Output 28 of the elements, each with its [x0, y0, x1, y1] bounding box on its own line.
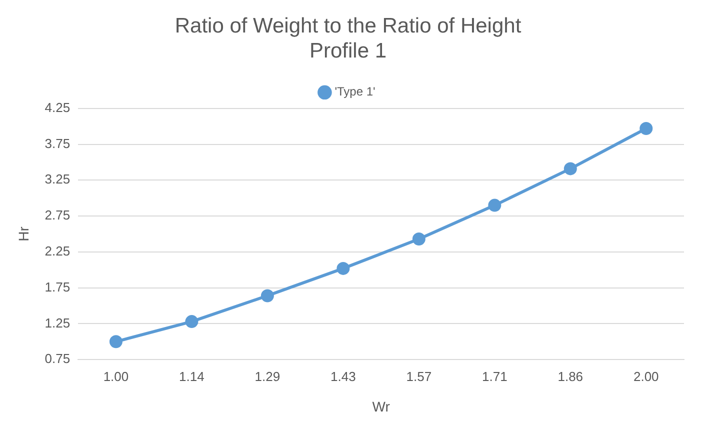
y-tick-label: 1.75 — [44, 279, 70, 294]
point — [488, 198, 502, 212]
point — [109, 335, 122, 348]
x-tick-label: 1.00 — [103, 368, 129, 384]
point — [412, 232, 426, 246]
x-tick-label: 2.00 — [633, 368, 659, 384]
y-tick-label: 0.75 — [44, 351, 70, 366]
x-tick-label: 1.86 — [558, 368, 584, 384]
point — [260, 289, 274, 302]
legend-label: 'Type 1' — [334, 84, 376, 99]
point — [640, 122, 653, 135]
y-tick-label: 1.25 — [44, 315, 70, 330]
y-tick-label: 3.75 — [44, 136, 70, 151]
x-tick-label: 1.57 — [406, 368, 432, 384]
x-tick-label: 1.43 — [330, 368, 356, 384]
x-axis-title: Wr — [372, 398, 390, 414]
point — [185, 315, 198, 328]
y-tick-label: 2.75 — [44, 208, 70, 223]
x-tick-label: 1.14 — [179, 368, 204, 384]
y-tick-label: 4.25 — [44, 100, 70, 115]
chart-title: Ratio of Weight to the Ratio of Height Profile 1 — [174, 14, 522, 63]
point — [564, 162, 577, 176]
x-tick-label: 1.71 — [482, 368, 508, 384]
point — [336, 262, 350, 275]
y-tick-label: 3.25 — [44, 172, 70, 187]
x-tick-label: 1.29 — [254, 368, 280, 384]
y-tick-label: 2.25 — [44, 244, 70, 259]
y-axis-title: Hr — [15, 226, 32, 242]
